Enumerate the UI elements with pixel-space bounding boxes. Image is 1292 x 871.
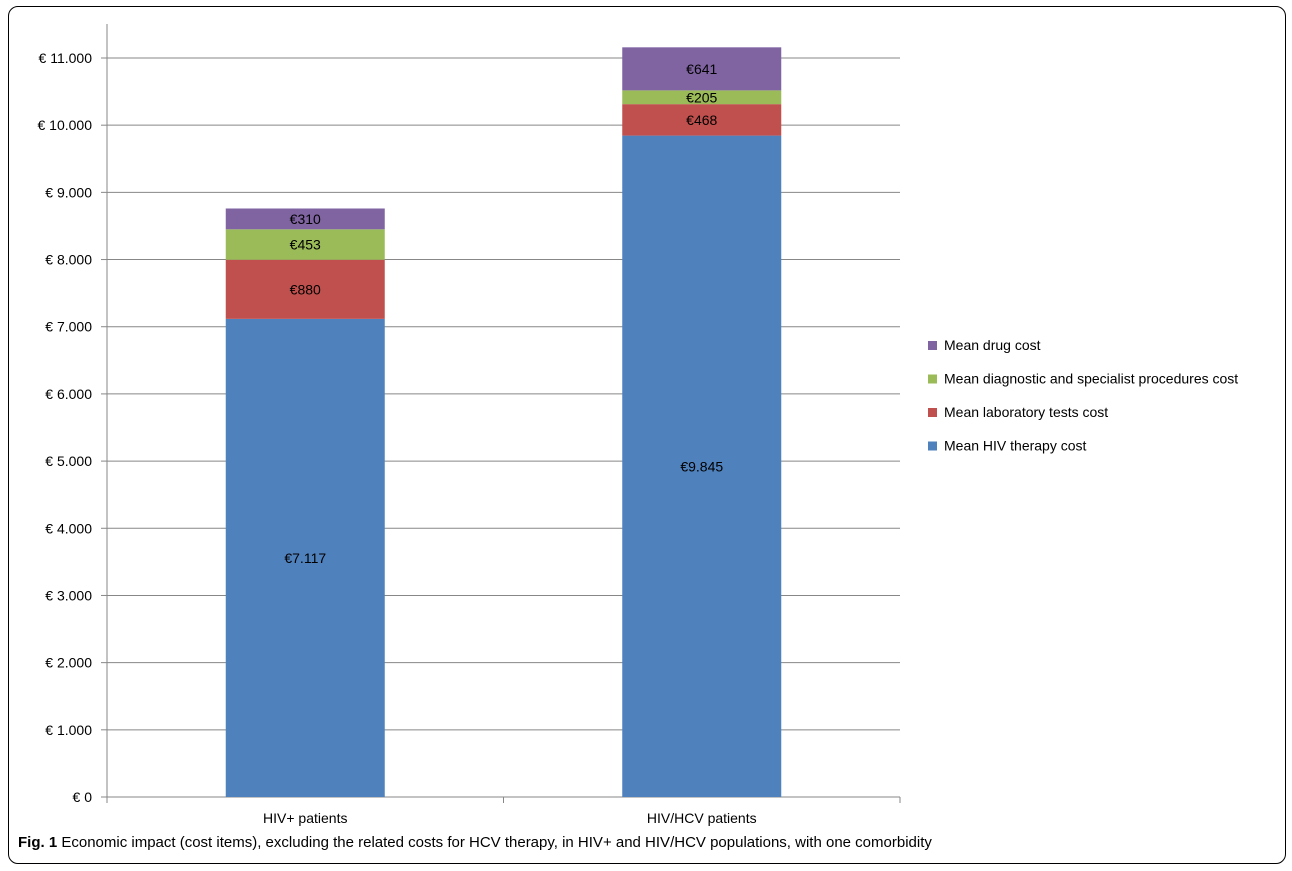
data-label: €880	[290, 281, 321, 297]
x-category-label: HIV/HCV patients	[647, 810, 757, 826]
y-tick-label: € 1.000	[45, 722, 92, 738]
y-tick-label: € 2.000	[45, 655, 92, 671]
legend-label: Mean HIV therapy cost	[944, 438, 1087, 454]
data-label: €453	[290, 237, 321, 253]
y-tick-label: € 8.000	[45, 252, 92, 268]
bar-segment	[622, 90, 782, 105]
x-category-label: HIV+ patients	[263, 810, 347, 826]
legend-label: Mean laboratory tests cost	[944, 404, 1108, 420]
figure-caption: Fig. 1 Economic impact (cost items), exc…	[18, 834, 932, 851]
y-tick-label: € 4.000	[45, 520, 92, 536]
data-label: €205	[686, 89, 717, 105]
legend: Mean drug cost Mean diagnostic and specia…	[928, 337, 1238, 454]
y-tick-label: € 11.000	[39, 50, 93, 66]
y-tick-label: € 0	[73, 789, 93, 805]
y-tick-label: € 7.000	[45, 319, 92, 335]
caption-text: Economic impact (cost items), excluding …	[61, 834, 932, 851]
caption-label: Fig. 1	[18, 834, 58, 851]
data-label: €7.117	[284, 550, 326, 566]
y-tick-label: € 10.000	[38, 117, 93, 133]
bar-segment	[225, 229, 385, 260]
y-tick-label: € 6.000	[45, 386, 92, 402]
data-label: €9.845	[680, 458, 723, 474]
y-tick-label: € 9.000	[45, 184, 92, 200]
y-tick-label: € 5.000	[45, 453, 92, 469]
legend-swatch	[928, 441, 937, 451]
legend-swatch	[928, 341, 937, 350]
bar-segment	[225, 259, 385, 319]
data-label: €468	[686, 112, 717, 128]
data-label: €641	[686, 61, 717, 77]
bars	[225, 47, 782, 798]
legend-label: Mean drug cost	[944, 337, 1041, 353]
stacked-bar-chart: € 0 € 1.000 € 2.000 € 3.000 € 4.000 € 5.000 € …	[38, 24, 1238, 826]
axes: € 0 € 1.000 € 2.000 € 3.000 € 4.000 € 5.000 € …	[38, 24, 901, 826]
y-tick-label: € 3.000	[45, 587, 92, 603]
data-label: €310	[290, 211, 321, 227]
legend-swatch	[928, 374, 937, 384]
data-labels: €7.117 €880 €453 €310 €9.845 €468 €205 €641	[284, 61, 723, 566]
figure-frame	[8, 6, 1286, 864]
bar-segment	[622, 104, 782, 136]
bar-segment	[225, 318, 385, 797]
legend-label: Mean diagnostic and specialist procedure…	[944, 371, 1238, 387]
bar-segment	[225, 208, 385, 230]
bar-segment	[622, 135, 782, 798]
bar-segment	[622, 47, 782, 91]
legend-swatch	[928, 408, 937, 417]
